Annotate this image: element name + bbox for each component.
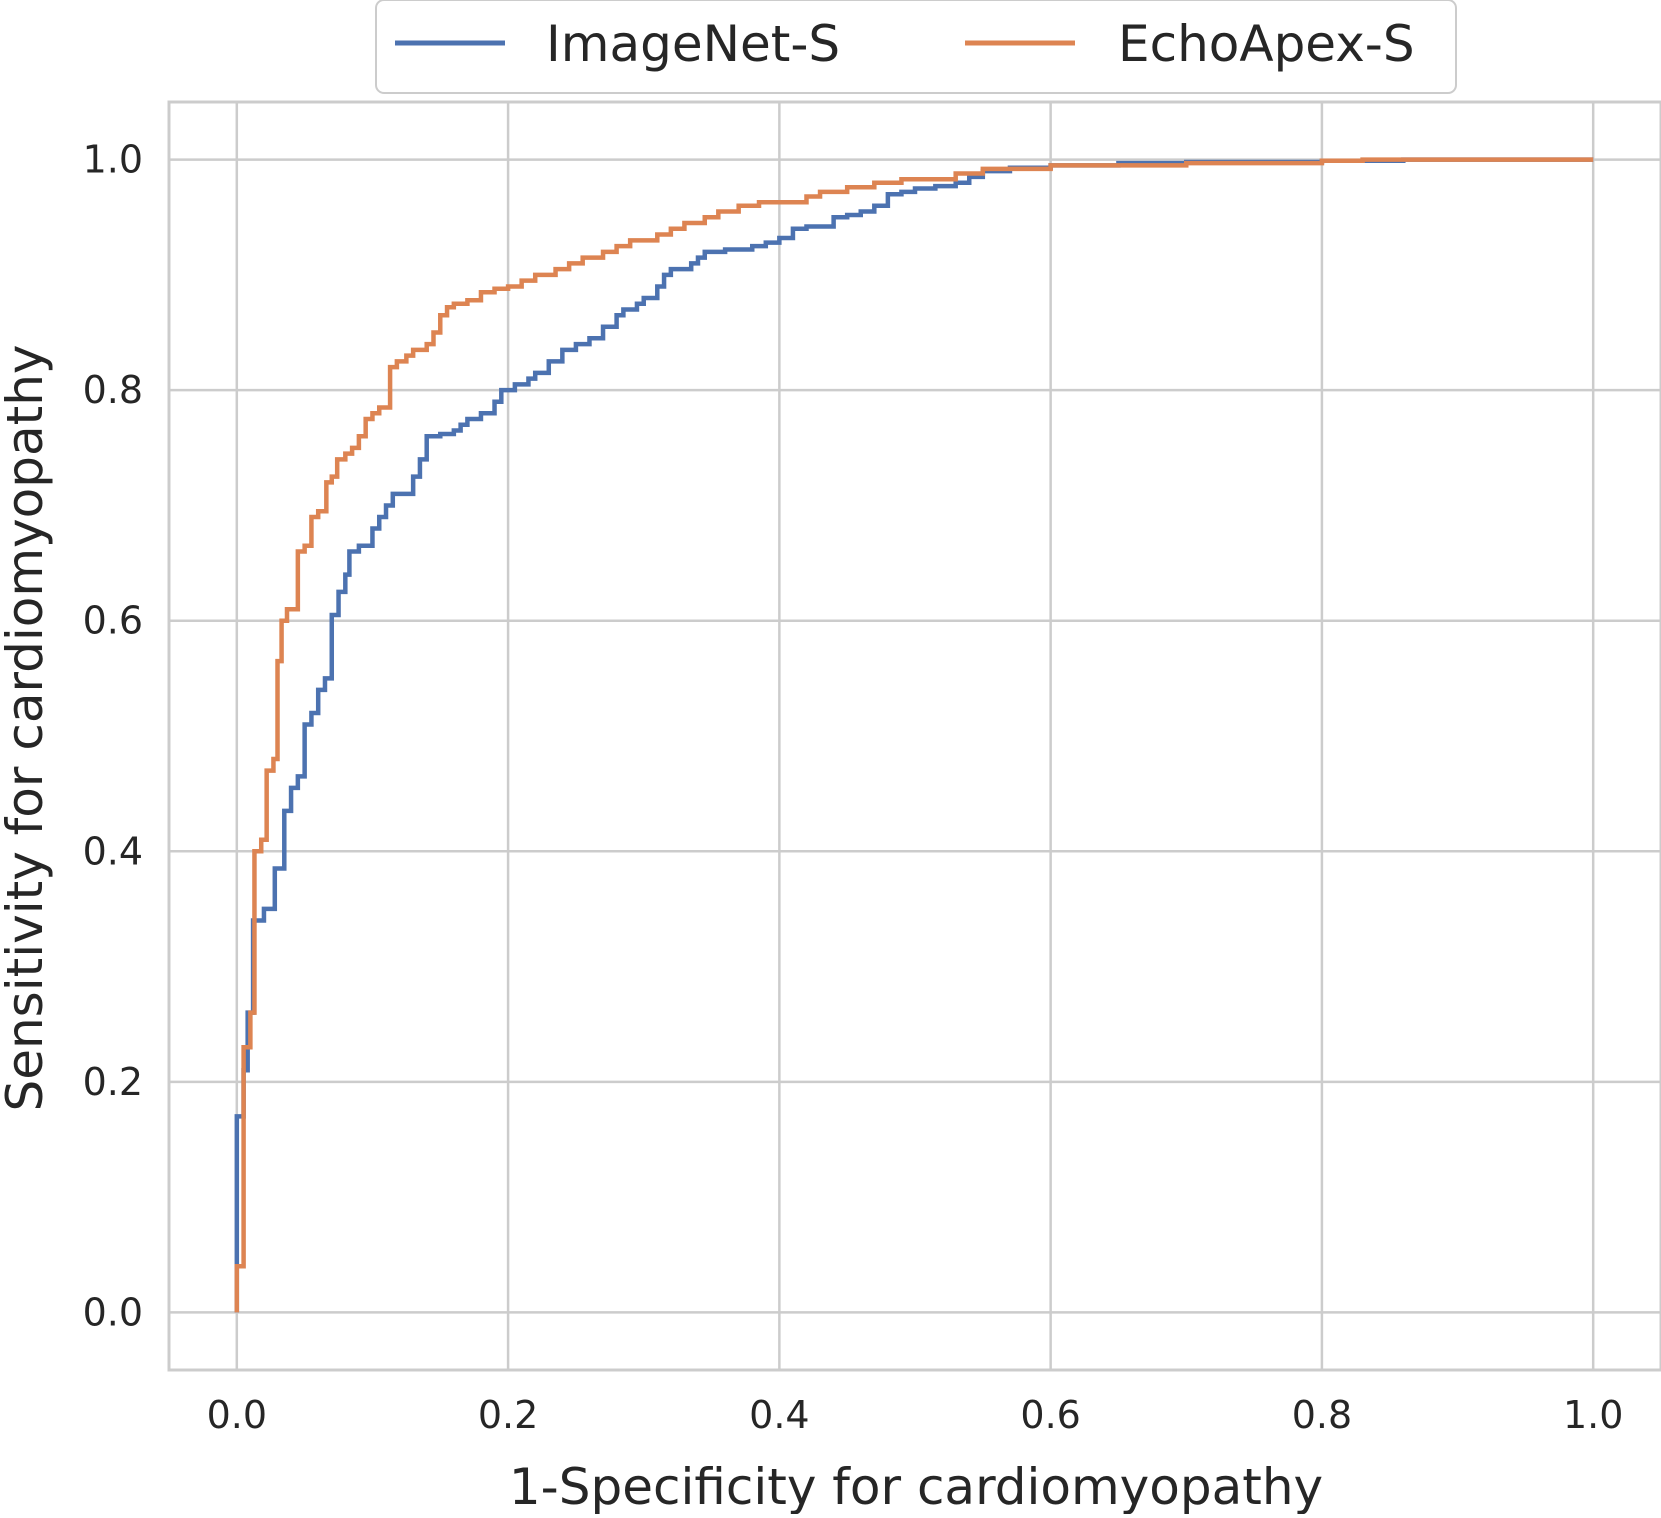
tick-labels: 0.0 0.2 0.4 0.6 0.8 1.0 0.0 0.2 0.4 0.6 0.8 1.0 <box>83 138 1624 1437</box>
y-tick-label: 0.4 <box>83 829 143 873</box>
series-line-imagenet-s <box>234 157 1594 1313</box>
y-axis-label: Sensitivity for cardiomyopathy <box>0 344 54 1111</box>
legend: ImageNet-S EchoApex-S <box>375 0 1457 94</box>
legend-label-echoapex-s: EchoApex-S <box>1118 15 1415 73</box>
x-tick-label: 0.0 <box>207 1393 267 1437</box>
y-tick-label: 1.0 <box>83 138 143 182</box>
grid-lines <box>169 102 1661 1370</box>
y-tick-label: 0.6 <box>83 599 143 643</box>
x-tick-label: 0.4 <box>749 1393 809 1437</box>
y-tick-label: 0.2 <box>83 1060 143 1104</box>
x-tick-label: 0.2 <box>478 1393 538 1437</box>
y-tick-label: 0.8 <box>83 368 143 412</box>
plot-frame <box>167 100 1661 1372</box>
x-tick-label: 1.0 <box>1563 1393 1623 1437</box>
plot-area-border <box>167 100 1661 1372</box>
y-tick-label: 0.0 <box>83 1290 143 1334</box>
legend-box <box>375 0 1457 94</box>
series-line-echoapex-s <box>234 157 1594 1313</box>
x-axis-label: 1-Specificity for cardiomyopathy <box>509 1458 1323 1514</box>
series-lines <box>234 157 1594 1313</box>
x-tick-label: 0.8 <box>1292 1393 1352 1437</box>
legend-label-imagenet-s: ImageNet-S <box>546 15 840 73</box>
x-tick-label: 0.6 <box>1020 1393 1080 1437</box>
